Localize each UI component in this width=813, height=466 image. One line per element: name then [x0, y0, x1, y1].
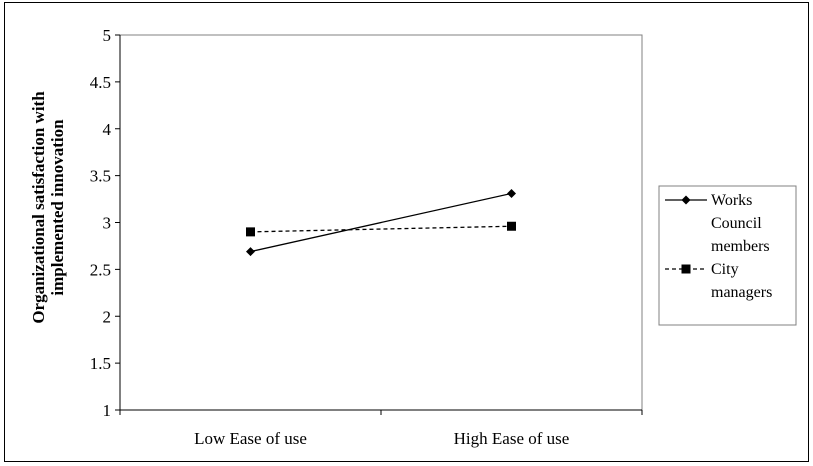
- legend-label-works-council-members: members: [711, 238, 770, 255]
- legend-label-city-managers: City: [711, 261, 739, 278]
- y-tick-label: 5: [103, 26, 112, 45]
- y-tick-label: 4.5: [90, 73, 111, 92]
- data-point-city-managers: [246, 227, 255, 237]
- legend-label-works-council-members: Works: [711, 192, 752, 209]
- y-tick-label: 4: [103, 120, 112, 139]
- legend-label-city-managers: managers: [711, 284, 772, 301]
- y-tick-label: 2.5: [90, 260, 111, 279]
- chart-frame: [4, 2, 809, 462]
- data-point-works-council-members: [507, 188, 516, 198]
- x-tick-label: High Ease of use: [454, 429, 570, 448]
- y-tick-label: 2: [103, 307, 112, 326]
- data-point-city-managers: [507, 221, 516, 231]
- data-point-works-council-members: [246, 247, 255, 257]
- series-line-city-managers: [250, 225, 512, 233]
- series-line-works-council-members: [250, 192, 512, 253]
- y-axis-title-line-2: implemented innovation: [48, 119, 67, 296]
- y-tick-label: 3.5: [90, 167, 111, 186]
- y-tick-label: 1: [103, 401, 112, 420]
- x-tick-label: Low Ease of use: [194, 429, 307, 448]
- plot-area: [119, 34, 643, 411]
- y-tick-label: 3: [103, 214, 112, 233]
- legend-marker-works-council-members: [681, 195, 691, 205]
- legend-label-works-council-members: Council: [711, 215, 762, 232]
- legend-marker-city-managers: [681, 264, 691, 274]
- legend-box: [658, 185, 797, 326]
- y-axis-title: Organizational satisfaction with: [29, 91, 48, 324]
- y-tick-label: 1.5: [90, 354, 111, 373]
